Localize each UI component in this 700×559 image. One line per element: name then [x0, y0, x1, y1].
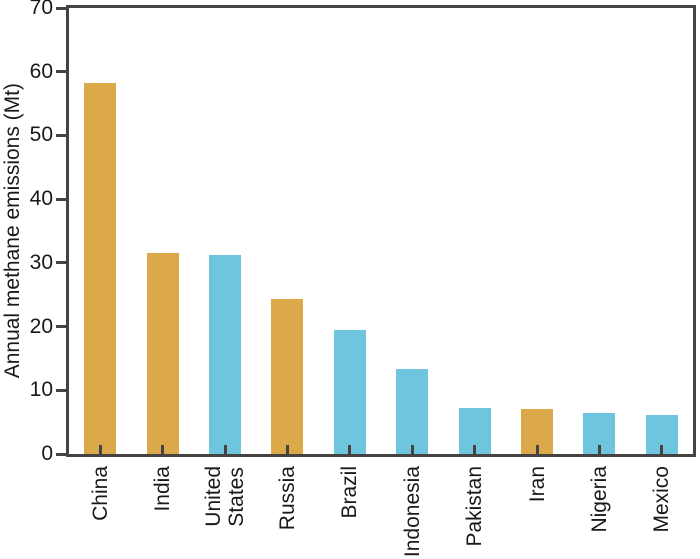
- x-label-text: China: [88, 466, 112, 521]
- y-tick-label-40: 40: [29, 187, 53, 211]
- x-label-text: Indonesia: [400, 466, 424, 558]
- y-tick-label-50: 50: [29, 123, 53, 147]
- y-tick-label-30: 30: [29, 250, 53, 274]
- y-tick-0: [56, 452, 66, 456]
- y-tick-20: [56, 325, 66, 329]
- x-label-text: Russia: [275, 466, 299, 531]
- x-label-text: Mexico: [650, 466, 674, 533]
- y-tick-30: [56, 261, 66, 265]
- bar-india: [146, 253, 179, 454]
- x-label-text: Brazil: [338, 466, 362, 519]
- x-tick-china: [98, 445, 102, 454]
- bar-united-states: [209, 255, 241, 454]
- x-label-text: Pakistan: [463, 466, 487, 547]
- x-tick-nigeria: [597, 445, 601, 454]
- x-label-text: Iran: [525, 466, 549, 503]
- y-tick-label-0: 0: [41, 442, 53, 465]
- x-label-text: Nigeria: [587, 466, 611, 533]
- bar-brazil: [333, 330, 366, 454]
- x-tick-pakistan: [473, 445, 477, 454]
- bar-russia: [271, 298, 304, 454]
- y-tick-label-20: 20: [29, 314, 53, 338]
- x-tick-united-states: [223, 445, 227, 454]
- x-tick-brazil: [348, 445, 352, 454]
- x-tick-iran: [535, 445, 539, 454]
- y-tick-60: [56, 70, 66, 74]
- bar-indonesia: [396, 368, 429, 454]
- y-tick-10: [56, 388, 66, 392]
- y-tick-40: [56, 197, 66, 201]
- plot-area: [66, 5, 696, 457]
- y-tick-70: [56, 6, 66, 10]
- y-tick-50: [56, 133, 66, 137]
- x-label-text: United States: [202, 466, 248, 527]
- x-label-mexico: Mexico: [617, 466, 700, 559]
- x-tick-russia: [285, 445, 289, 454]
- y-tick-label-10: 10: [29, 378, 53, 402]
- x-label-text: India: [151, 466, 175, 512]
- y-tick-label-70: 70: [29, 0, 53, 19]
- x-tick-mexico: [660, 445, 664, 454]
- bar-china: [84, 82, 117, 454]
- x-tick-indonesia: [410, 445, 414, 454]
- y-tick-label-60: 60: [29, 59, 53, 83]
- x-tick-india: [161, 445, 165, 454]
